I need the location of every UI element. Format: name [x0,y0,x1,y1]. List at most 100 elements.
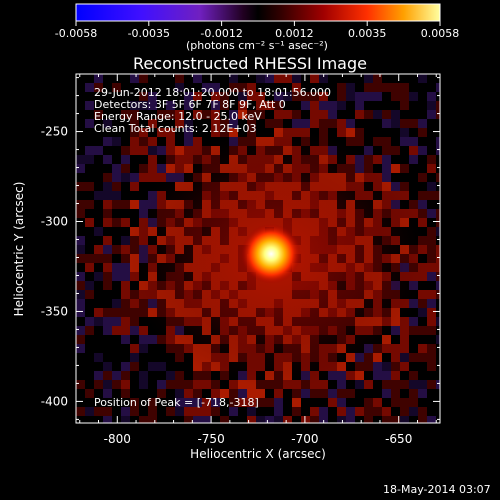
heatmap-cell [418,299,427,308]
heatmap-cell [310,380,319,389]
heatmap-cell [211,110,220,119]
heatmap-cell [355,380,364,389]
heatmap-cell [121,272,130,281]
heatmap-cell [436,227,440,236]
heatmap-cell [310,119,319,128]
heatmap-cell [103,272,112,281]
heatmap-cell [328,398,337,407]
heatmap-cell [211,119,220,128]
heatmap-cell [85,155,94,164]
x-axis-label: Heliocentric X (arcsec) [190,447,326,461]
heatmap-cell [220,389,229,398]
heatmap-cell [211,407,220,416]
heatmap-cell [184,92,193,101]
peak-source [241,223,302,284]
heatmap-cell [130,407,139,416]
heatmap-cell [211,398,220,407]
heatmap-cell [409,92,418,101]
heatmap-cell [274,101,283,110]
heatmap-cell [319,101,328,110]
heatmap-cell [229,119,238,128]
heatmap-cell [427,290,436,299]
heatmap-cell [103,155,112,164]
heatmap-cell [229,74,238,83]
heatmap-cell [436,83,440,92]
heatmap-cell [418,416,427,423]
heatmap-cell [103,281,112,290]
heatmap-cell [418,146,427,155]
heatmap-cell [148,92,157,101]
colorbar-tick-label: -0.0012 [200,27,242,40]
heatmap-cell [400,398,409,407]
heatmap-cell [292,119,301,128]
heatmap-cell [319,119,328,128]
heatmap-cell [400,92,409,101]
colorbar-ticks: -0.0058 -0.0035 -0.0012 0.0012 0.0035 0.0058 [55,21,459,40]
heatmap-cell [391,353,400,362]
heatmap-cell [139,92,148,101]
heatmap-cell [112,308,121,317]
heatmap-cell [391,83,400,92]
heatmap-cell [121,326,130,335]
colorbar-tick-label: 0.0058 [421,27,460,40]
heatmap-cell [94,407,103,416]
heatmap-cell [265,398,274,407]
x-tick-label: -800 [104,432,131,446]
annotation-detectors: Detectors: 3F 5F 6F 7F 8F 9F, Att 0 [94,98,286,111]
heatmap-cell [436,245,440,254]
heatmap-cell [346,83,355,92]
heatmap-cell [337,92,346,101]
colorbar-tick-label: -0.0035 [128,27,170,40]
heatmap-cell [85,389,94,398]
heatmap-cell [148,146,157,155]
heatmap-cell [418,290,427,299]
heatmap-cell [319,380,328,389]
heatmap-cell [256,398,265,407]
heatmap-cell [85,254,94,263]
heatmap-cell [148,416,157,423]
heatmap-cell [139,344,148,353]
heatmap-cell [436,335,440,344]
heatmap-cell [427,353,436,362]
heatmap-cell [103,254,112,263]
heatmap-cell [121,236,130,245]
heatmap-cell [346,137,355,146]
x-tick-label: -650 [385,432,412,446]
heatmap-cell [319,92,328,101]
heatmap-cell [94,191,103,200]
heatmap-cell [409,380,418,389]
heatmap-cell [256,74,265,83]
heatmap-cell [265,101,274,110]
heatmap-cell [121,335,130,344]
heatmap-cell [94,227,103,236]
heatmap-cell [175,83,184,92]
heatmap-cell [130,362,139,371]
heatmap-cell [130,182,139,191]
heatmap-cell [319,407,328,416]
heatmap-cell [94,110,103,119]
heatmap-cell [436,146,440,155]
heatmap-cell [382,137,391,146]
heatmap-cell [310,92,319,101]
heatmap-cell [112,317,121,326]
heatmap-cell [400,128,409,137]
heatmap-cell [400,119,409,128]
heatmap-cell [337,119,346,128]
heatmap-cell [121,416,130,423]
heatmap-cell [247,110,256,119]
heatmap-cell [166,380,175,389]
heatmap-cell [103,389,112,398]
heatmap-cell [103,173,112,182]
footer-timestamp: 18-May-2014 03:07 [383,483,491,496]
heatmap-cell [76,182,85,191]
heatmap-cell [175,371,184,380]
heatmap-cell [427,227,436,236]
heatmap-cell [103,200,112,209]
heatmap-cell [121,245,130,254]
y-tick-label: -400 [41,394,68,408]
heatmap-cell [220,416,229,423]
heatmap-cell [229,110,238,119]
heatmap-cell [121,155,130,164]
heatmap-cell [175,398,184,407]
